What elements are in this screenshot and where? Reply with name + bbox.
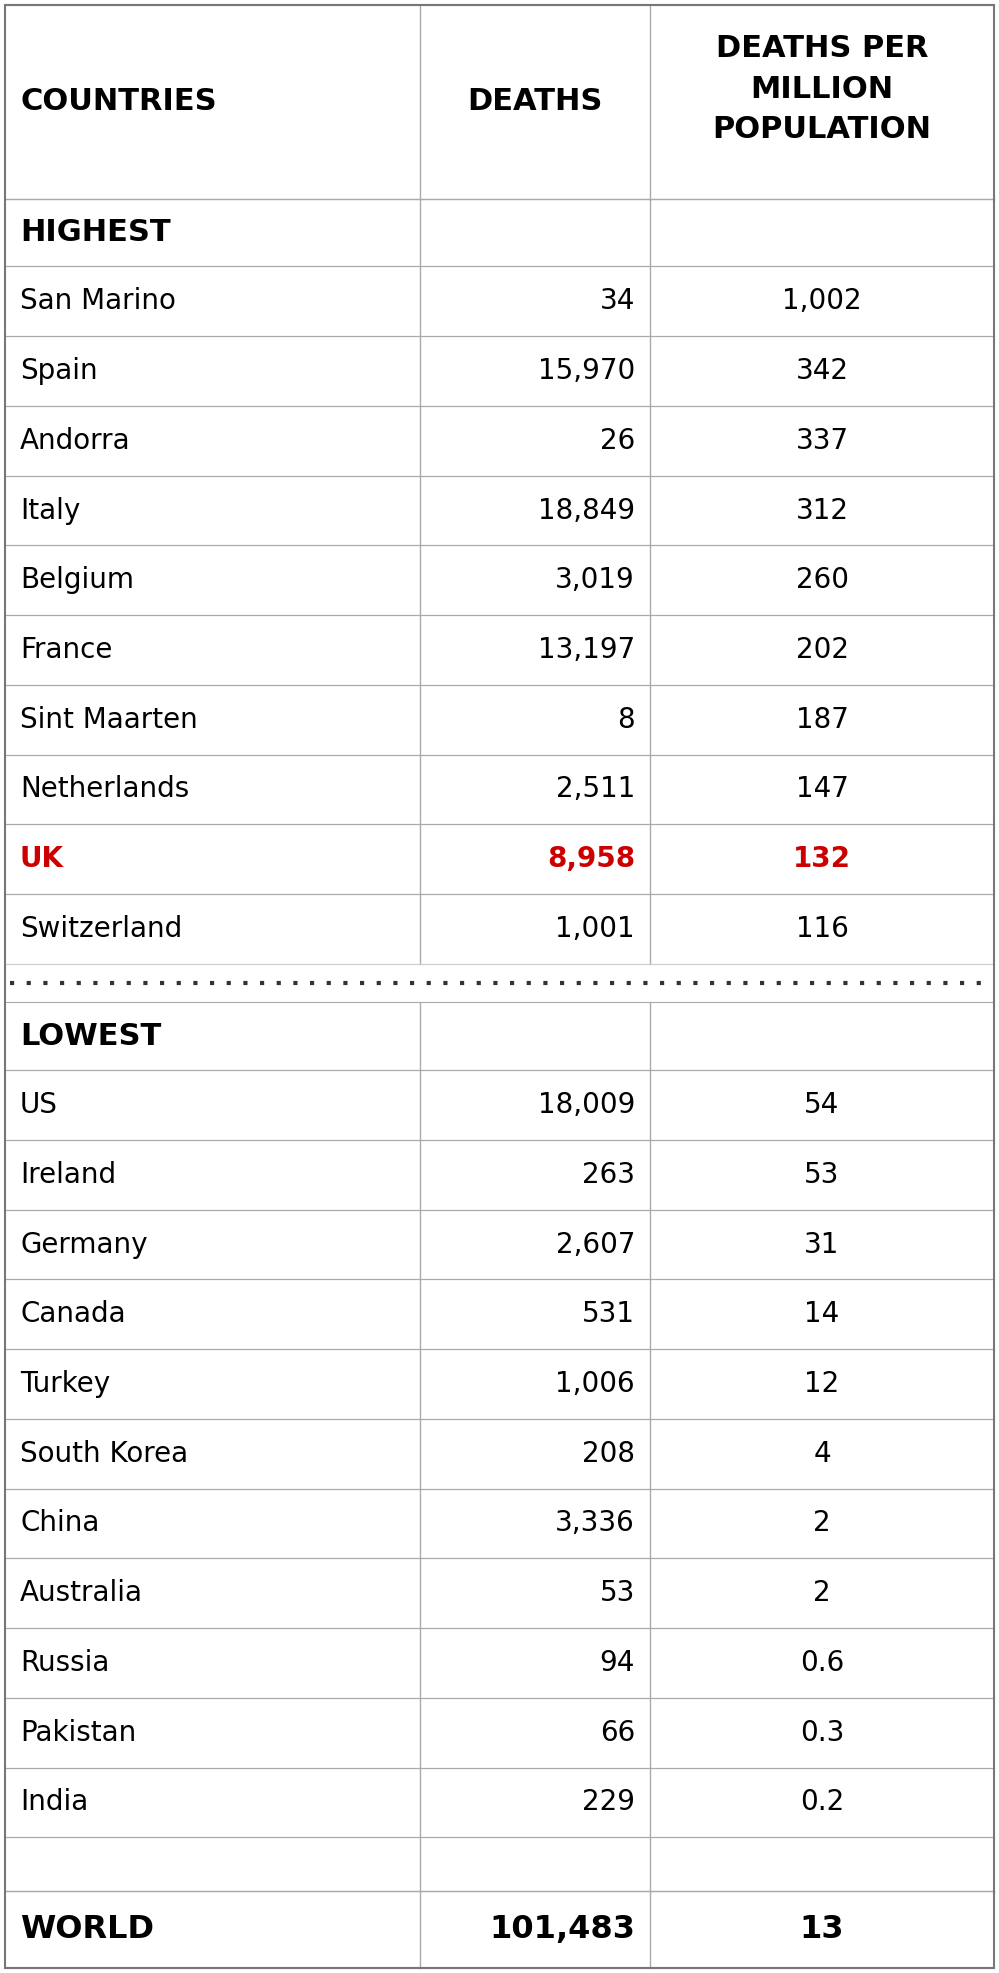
Text: 1,006: 1,006 [555, 1369, 635, 1399]
Text: Netherlands: Netherlands [20, 775, 189, 803]
Text: Italy: Italy [20, 497, 80, 525]
Text: UK: UK [20, 844, 64, 874]
Text: 1,002: 1,002 [782, 288, 862, 316]
Text: Russia: Russia [20, 1649, 109, 1677]
Text: Belgium: Belgium [20, 566, 134, 594]
Text: 13: 13 [800, 1914, 844, 1945]
Text: 34: 34 [599, 288, 635, 316]
Text: 12: 12 [804, 1369, 839, 1399]
Text: 147: 147 [795, 775, 848, 803]
Text: 312: 312 [795, 497, 848, 525]
Text: 53: 53 [599, 1578, 635, 1608]
Text: 94: 94 [599, 1649, 635, 1677]
Text: US: US [20, 1091, 58, 1119]
Text: 0.3: 0.3 [800, 1718, 844, 1746]
Text: Turkey: Turkey [20, 1369, 110, 1399]
Text: 31: 31 [804, 1231, 840, 1259]
Text: 101,483: 101,483 [490, 1914, 635, 1945]
Text: 1,001: 1,001 [555, 915, 635, 943]
Text: 0.6: 0.6 [800, 1649, 844, 1677]
Text: 208: 208 [582, 1440, 635, 1468]
Text: 260: 260 [795, 566, 848, 594]
Text: South Korea: South Korea [20, 1440, 188, 1468]
Text: DEATHS PER
MILLION
POPULATION: DEATHS PER MILLION POPULATION [712, 34, 931, 144]
Text: 15,970: 15,970 [537, 357, 635, 385]
Text: Pakistan: Pakistan [20, 1718, 136, 1746]
Text: France: France [20, 635, 112, 665]
Text: 18,009: 18,009 [537, 1091, 635, 1119]
Text: 14: 14 [804, 1300, 839, 1328]
Text: WORLD: WORLD [20, 1914, 154, 1945]
Text: LOWEST: LOWEST [20, 1022, 161, 1052]
Text: 263: 263 [582, 1160, 635, 1190]
Text: 26: 26 [599, 426, 635, 456]
Text: 2,607: 2,607 [555, 1231, 635, 1259]
Text: 53: 53 [804, 1160, 840, 1190]
Text: China: China [20, 1509, 99, 1537]
Text: 342: 342 [795, 357, 848, 385]
Text: COUNTRIES: COUNTRIES [20, 87, 217, 116]
Text: 187: 187 [795, 706, 848, 734]
Text: Canada: Canada [20, 1300, 126, 1328]
Text: Australia: Australia [20, 1578, 143, 1608]
Text: 531: 531 [582, 1300, 635, 1328]
Text: 337: 337 [795, 426, 848, 456]
Text: 132: 132 [793, 844, 851, 874]
Text: Andorra: Andorra [20, 426, 131, 456]
Text: Ireland: Ireland [20, 1160, 116, 1190]
Text: 13,197: 13,197 [537, 635, 635, 665]
Text: San Marino: San Marino [20, 288, 176, 316]
Text: HIGHEST: HIGHEST [20, 219, 171, 247]
Text: Switzerland: Switzerland [20, 915, 182, 943]
Text: Sint Maarten: Sint Maarten [20, 706, 198, 734]
Text: Germany: Germany [20, 1231, 148, 1259]
Text: DEATHS: DEATHS [468, 87, 602, 116]
Text: 2: 2 [813, 1578, 831, 1608]
Text: 0.2: 0.2 [800, 1788, 844, 1817]
Text: Spain: Spain [20, 357, 98, 385]
Text: 8: 8 [617, 706, 635, 734]
Text: 8,958: 8,958 [546, 844, 635, 874]
Text: 229: 229 [582, 1788, 635, 1817]
Text: India: India [20, 1788, 88, 1817]
Text: 202: 202 [795, 635, 848, 665]
Text: 116: 116 [795, 915, 848, 943]
Text: 3,336: 3,336 [555, 1509, 635, 1537]
Text: 54: 54 [804, 1091, 839, 1119]
Text: 2,511: 2,511 [555, 775, 635, 803]
Text: 2: 2 [813, 1509, 831, 1537]
Text: 4: 4 [813, 1440, 831, 1468]
Text: 66: 66 [599, 1718, 635, 1746]
Text: 3,019: 3,019 [555, 566, 635, 594]
Text: 18,849: 18,849 [537, 497, 635, 525]
